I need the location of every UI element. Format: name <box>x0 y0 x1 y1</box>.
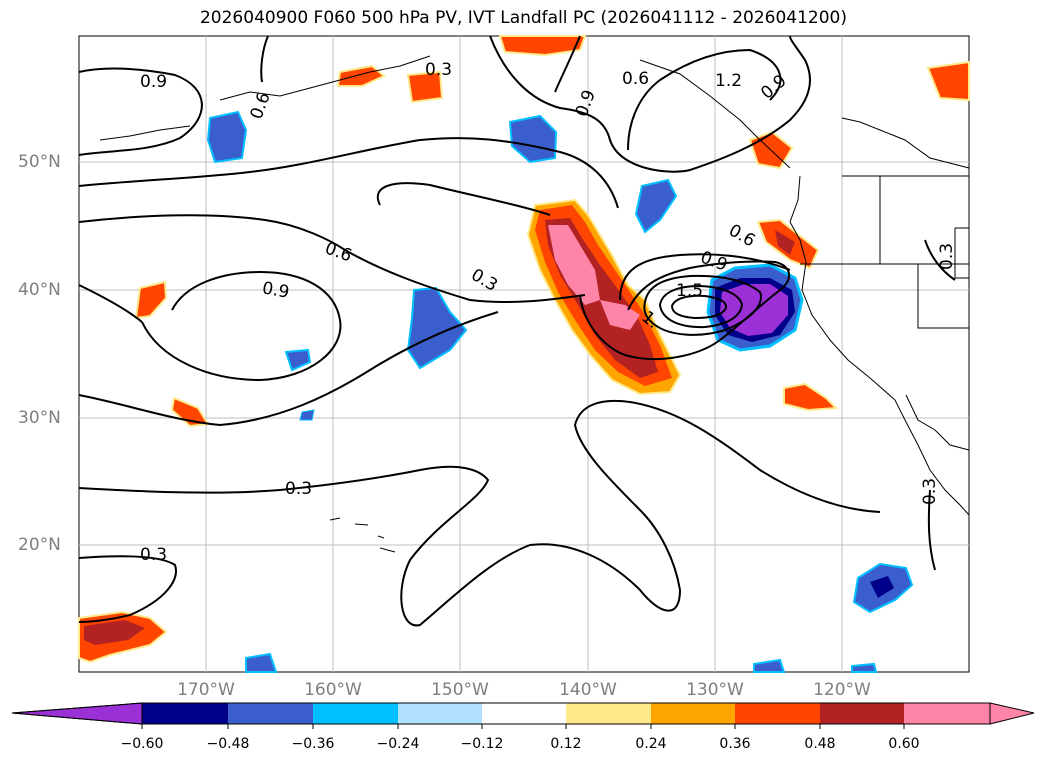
colorbar-bin <box>566 703 651 724</box>
colorbar-max-arrow <box>904 703 1034 724</box>
colorbar-tick-label: 0.48 <box>804 736 836 752</box>
map-panel: 0.9 0.6 0.3 0.6 1.2 0.9 0.9 0.6 0.9 0.9 … <box>78 35 970 673</box>
colorbar-tick-label: 0.24 <box>635 736 667 752</box>
lon-label: 120°W <box>813 680 871 700</box>
colorbar-tick-label: −0.36 <box>291 736 335 752</box>
contour-label: 0.9 <box>140 72 167 92</box>
lat-label: 20°N <box>18 535 61 555</box>
lon-label: 150°W <box>431 680 489 700</box>
colorbar-tick-label: −0.24 <box>376 736 420 752</box>
colorbar-bin <box>820 703 904 724</box>
colorbar-bin <box>142 703 228 724</box>
contour-label: 0.3 <box>285 479 312 499</box>
colorbar-tick-label: −0.48 <box>206 736 250 752</box>
contour-label: 0.6 <box>622 69 649 89</box>
gridlines <box>79 36 969 672</box>
colorbar-bin <box>735 703 820 724</box>
lat-label: 40°N <box>18 280 61 300</box>
colorbar-min-arrow <box>11 702 143 725</box>
colorbar-tick-label: 0.12 <box>550 736 582 752</box>
ivt-contours <box>78 35 956 627</box>
colorbar-bin <box>313 703 398 724</box>
colorbar-bin <box>228 703 313 724</box>
lon-label: 160°W <box>304 680 362 700</box>
colorbar-bin <box>398 703 482 724</box>
colorbar-tick-label: −0.12 <box>460 736 504 752</box>
contour-label: 1.5 <box>676 281 703 301</box>
colorbar-tick-label: 0.60 <box>888 736 920 752</box>
colorbar <box>11 702 1035 729</box>
colorbar-tick-label: −0.60 <box>120 736 164 752</box>
contour-label: 0.3 <box>937 243 957 270</box>
coastlines <box>99 55 970 553</box>
contour-label: 0.3 <box>920 478 940 505</box>
map-title: 2026040900 F060 500 hPa PV, IVT Landfall… <box>199 8 847 28</box>
colorbar-tick-label: 0.36 <box>719 736 751 752</box>
contour-label: 0.3 <box>425 60 452 80</box>
lat-label: 30°N <box>18 408 61 428</box>
contour-label: 0.3 <box>140 545 167 565</box>
lon-label: 130°W <box>686 680 744 700</box>
colorbar-bin <box>482 703 566 724</box>
contour-label: 1.2 <box>715 71 742 91</box>
colorbar-bin <box>651 703 735 724</box>
lat-label: 50°N <box>18 152 61 172</box>
lon-label: 170°W <box>177 680 235 700</box>
contour-label: 0.9 <box>261 278 291 302</box>
lon-label: 140°W <box>559 680 617 700</box>
